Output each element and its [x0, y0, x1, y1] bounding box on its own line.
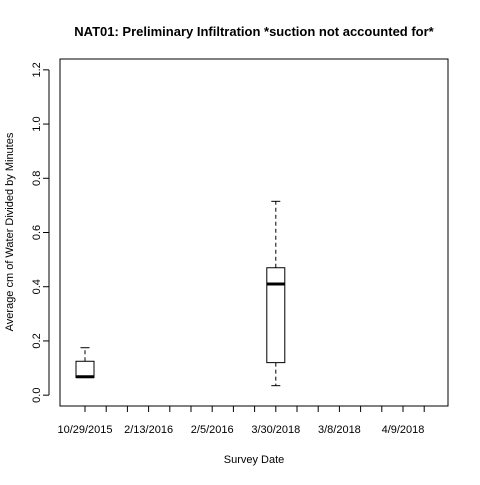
y-tick-label: 1.2 [31, 62, 43, 77]
x-tick-label: 2/5/2016 [191, 424, 234, 436]
box-iqr [75, 360, 95, 379]
x-tick-label: 10/29/2015 [57, 424, 112, 436]
x-axis: 10/29/2015 2/13/2016 2/5/2016 3/30/2018 3/8/… [57, 405, 448, 436]
box-plot-element [75, 347, 95, 379]
box-iqr [266, 267, 286, 364]
box-series [75, 200, 286, 387]
x-axis-label: Survey Date [224, 454, 285, 466]
y-tick-label: 0.2 [31, 333, 43, 348]
box-plot-element [266, 200, 286, 387]
x-tick-label: 2/13/2016 [124, 424, 173, 436]
y-axis-label: Average cm of Water Divided by Minutes [4, 132, 16, 331]
y-tick-label: 0.0 [31, 388, 43, 403]
y-tick-label: 0.6 [31, 225, 43, 240]
x-tick-label: 4/9/2018 [382, 424, 425, 436]
x-tick-label: 3/30/2018 [251, 424, 300, 436]
y-axis: 0.0 0.2 0.4 0.6 0.8 1.0 1.2 [31, 62, 50, 403]
x-tick-label: 3/8/2018 [318, 424, 361, 436]
y-tick-label: 1.0 [31, 116, 43, 131]
chart-title: NAT01: Preliminary Infiltration *suction… [74, 24, 434, 39]
y-tick-label: 0.4 [31, 279, 43, 294]
y-tick-label: 0.8 [31, 171, 43, 186]
